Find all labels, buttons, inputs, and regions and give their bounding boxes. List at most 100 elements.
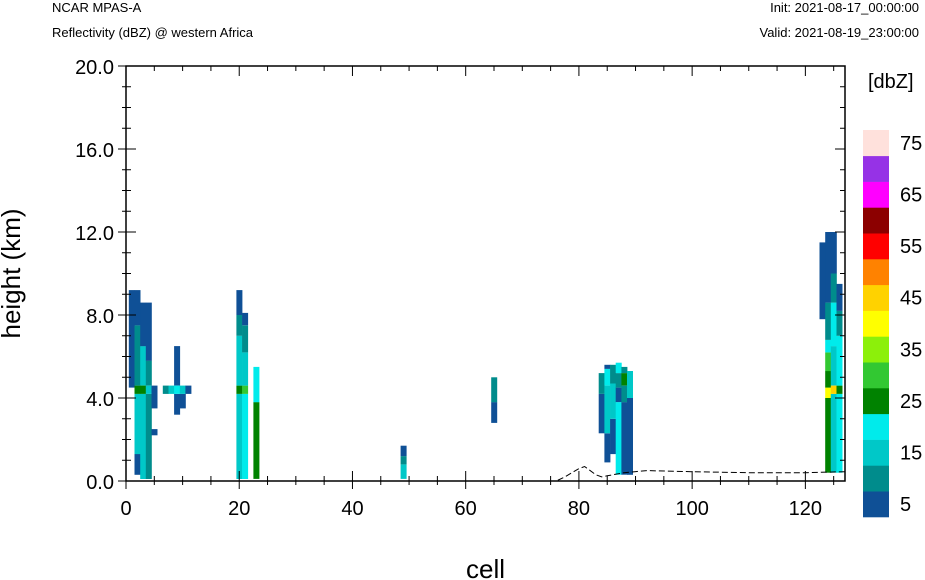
colorbar-label: 15 — [900, 443, 922, 465]
reflectivity-cell — [491, 402, 498, 423]
reflectivity-cell — [830, 232, 837, 274]
reflectivity-cell — [627, 371, 633, 398]
colorbar-label: 55 — [900, 236, 922, 258]
reflectivity-cell — [242, 312, 249, 326]
reflectivity-cell — [134, 290, 141, 326]
reflectivity-cell — [140, 393, 147, 479]
reflectivity-cell — [134, 454, 141, 475]
terrain-line — [126, 465, 846, 482]
y-tick-label: 16.0 — [75, 140, 114, 162]
x-tick-label: 100 — [675, 498, 708, 520]
reflectivity-cell — [253, 402, 260, 479]
reflectivity-cell — [174, 385, 181, 394]
reflectivity-cell — [621, 366, 628, 374]
reflectivity-cell — [825, 339, 832, 353]
terrain-layer — [126, 465, 846, 482]
reflectivity-cell — [604, 364, 611, 369]
reflectivity-cell — [610, 383, 617, 419]
reflectivity-cell — [830, 393, 837, 473]
y-tick-label: 4.0 — [86, 389, 114, 411]
reflectivity-cell — [610, 418, 617, 455]
reflectivity-cell — [168, 385, 175, 394]
reflectivity-cell — [179, 393, 186, 409]
axis-ticks: 0 20 40 60 80 100 120 0.0 4.0 8.0 12.0 16.0 20.0 — [75, 57, 845, 520]
reflectivity-cell — [621, 402, 628, 475]
reflectivity-cell — [825, 352, 832, 372]
reflectivity-cell — [236, 393, 243, 479]
y-tick-label: 8.0 — [86, 306, 114, 328]
x-tick-label: 40 — [341, 498, 363, 520]
colorbar-swatch — [863, 362, 889, 389]
colorbar-label: 45 — [900, 288, 922, 310]
reflectivity-cell — [598, 373, 605, 394]
colorbar-swatch — [863, 465, 889, 492]
reflectivity-cell — [825, 302, 832, 340]
reflectivity-cell — [830, 302, 837, 347]
reflectivity-cell — [830, 273, 837, 303]
colorbar-swatch — [863, 388, 889, 415]
reflectivity-cell — [236, 335, 243, 386]
x-tick-label: 60 — [455, 498, 477, 520]
reflectivity-cell — [400, 464, 407, 479]
colorbar-swatch — [863, 130, 889, 157]
reflectivity-cell — [236, 290, 243, 315]
reflectivity-cell — [151, 385, 158, 409]
reflectivity-cell — [604, 368, 611, 386]
model-name: NCAR MPAS-A — [52, 0, 142, 15]
reflectivity-cell — [162, 385, 169, 394]
colorbar-label: 75 — [900, 133, 922, 155]
x-axis-title: cell — [466, 554, 505, 580]
colorbar-swatch — [863, 207, 889, 234]
reflectivity-cell — [836, 393, 843, 473]
reflectivity-cell — [242, 393, 249, 479]
reflectivity-cell — [236, 315, 243, 336]
reflectivity-cell — [604, 385, 611, 434]
reflectivity-cell — [134, 393, 141, 455]
reflectivity-cell — [400, 445, 407, 457]
colorbar-swatch — [863, 413, 889, 440]
reflectivity-cell — [253, 366, 260, 403]
colorbar: 5 15 25 35 45 55 65 75 — [863, 130, 922, 518]
reflectivity-cell — [145, 302, 152, 361]
reflectivity-cell — [836, 385, 843, 394]
x-tick-label: 80 — [568, 498, 590, 520]
reflectivity-cell — [825, 398, 832, 473]
reflectivity-cell — [145, 360, 152, 386]
reflectivity-cell — [621, 385, 628, 403]
y-tick-label: 20.0 — [75, 57, 114, 79]
reflectivity-cell — [242, 325, 249, 353]
data-cells — [128, 232, 843, 479]
colorbar-swatch — [863, 233, 889, 260]
reflectivity-cell — [615, 362, 622, 374]
reflectivity-cell — [627, 398, 633, 475]
x-tick-label: 20 — [228, 498, 250, 520]
reflectivity-cell — [145, 393, 152, 479]
reflectivity-cell — [819, 242, 826, 320]
colorbar-swatch — [863, 155, 889, 182]
colorbar-swatch — [863, 336, 889, 363]
reflectivity-cell — [140, 346, 147, 386]
x-tick-label: 120 — [789, 498, 822, 520]
reflectivity-cell — [185, 385, 192, 394]
reflectivity-cell — [825, 232, 832, 303]
colorbar-swatch — [863, 439, 889, 466]
colorbar-swatch — [863, 181, 889, 208]
reflectivity-cell — [836, 335, 843, 386]
reflectivity-cell — [615, 387, 622, 403]
reflectivity-cell — [134, 385, 141, 394]
reflectivity-cell — [140, 302, 147, 347]
init-time: Init: 2021-08-17_00:00:00 — [770, 0, 919, 15]
reflectivity-cell — [174, 346, 181, 386]
reflectivity-cell — [145, 385, 152, 394]
colorbar-label: 25 — [900, 391, 922, 413]
reflectivity-cell — [179, 385, 186, 394]
valid-time: Valid: 2021-08-19_23:00:00 — [759, 25, 920, 40]
reflectivity-cell — [174, 393, 181, 415]
reflectivity-cell — [621, 373, 628, 386]
reflectivity-cell — [836, 283, 843, 311]
reflectivity-cell — [134, 325, 141, 386]
reflectivity-cell — [128, 290, 135, 388]
reflectivity-cell — [236, 385, 243, 394]
colorbar-swatch — [863, 284, 889, 311]
